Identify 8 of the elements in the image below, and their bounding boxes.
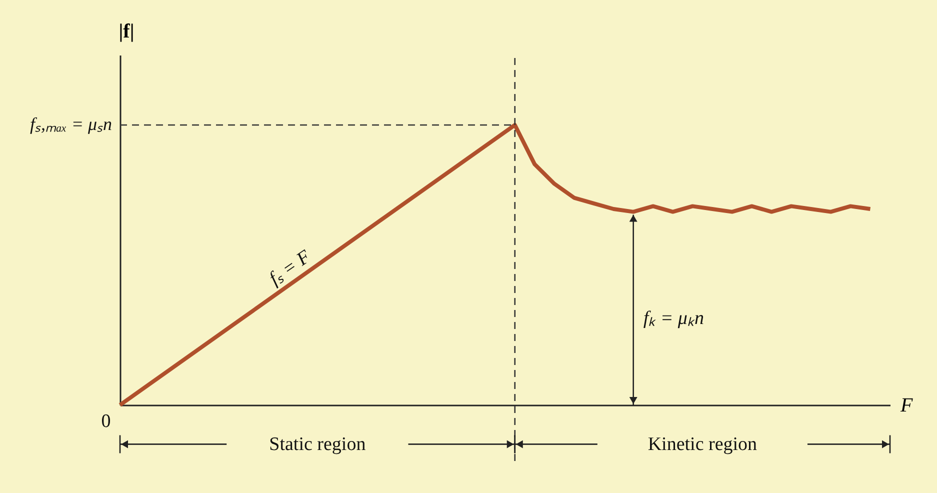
- y-axis-title: |f|: [118, 20, 134, 42]
- text: Static region: [269, 434, 366, 456]
- x-axis-title: F: [900, 394, 914, 416]
- annotation: fₖ = μₖn: [643, 308, 704, 330]
- text: Kinetic region: [648, 434, 758, 456]
- ref-line-label: fₛ,ₘₐₓ = μₛn: [30, 114, 112, 134]
- text: 0: [101, 411, 111, 432]
- annotation: fₛ = F: [265, 246, 315, 290]
